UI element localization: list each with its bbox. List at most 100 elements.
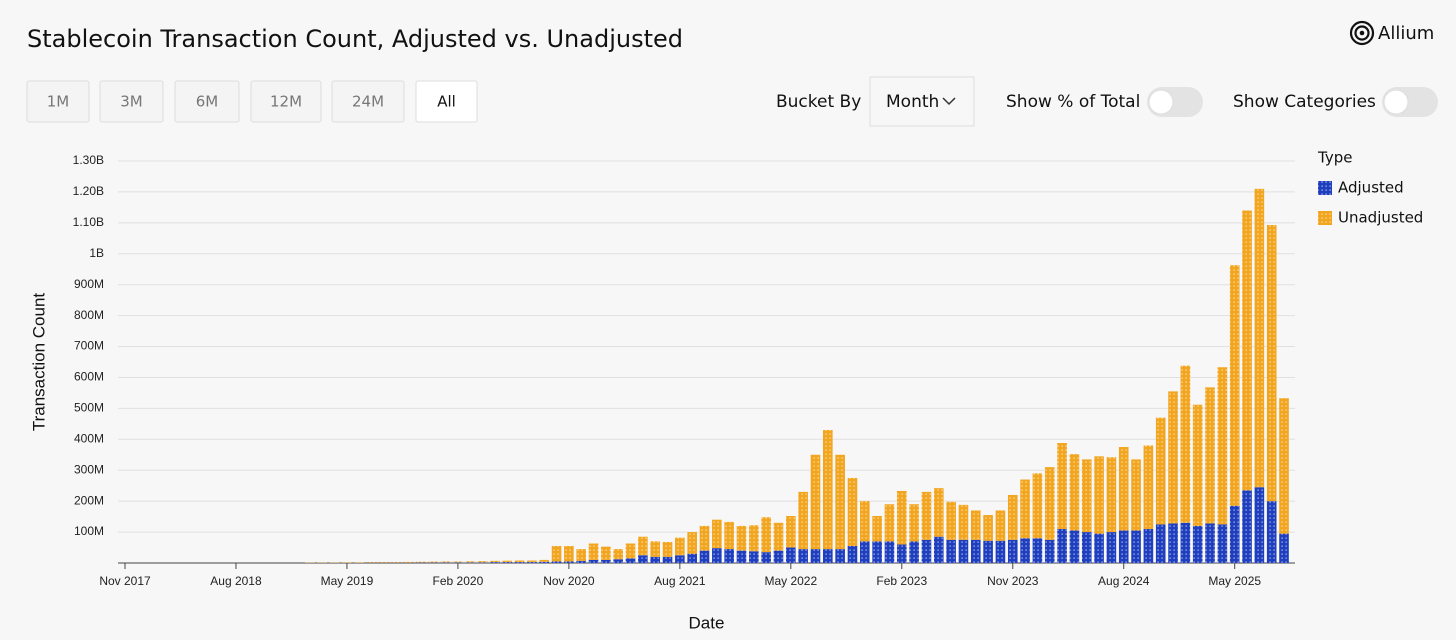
bar-segment bbox=[465, 561, 476, 563]
range-button-label[interactable]: 12M bbox=[270, 93, 302, 111]
bar-segment bbox=[551, 545, 562, 562]
range-button[interactable]: 12M bbox=[250, 80, 322, 123]
range-button[interactable]: 24M bbox=[331, 80, 405, 123]
bar-segment bbox=[970, 510, 981, 540]
bar-segment bbox=[1106, 532, 1117, 563]
bar-segment bbox=[860, 541, 870, 563]
bar-segment bbox=[1057, 443, 1067, 529]
y-tick-label: 300M bbox=[74, 462, 104, 476]
bar-segment bbox=[749, 525, 759, 552]
range-button[interactable]: 6M bbox=[174, 80, 240, 123]
range-button-label[interactable]: All bbox=[437, 93, 456, 111]
bar-segment bbox=[970, 539, 981, 563]
bar-segment bbox=[1044, 467, 1055, 540]
bar-segment bbox=[1266, 501, 1277, 563]
dropdown-bg[interactable] bbox=[869, 76, 975, 127]
bar-segment bbox=[786, 547, 796, 563]
y-tick-label: 700M bbox=[74, 339, 104, 353]
toggle-knob[interactable] bbox=[1148, 89, 1174, 115]
bar-segment bbox=[860, 501, 870, 542]
bar-segment bbox=[699, 525, 710, 551]
bar-segment bbox=[1192, 525, 1203, 563]
range-button-bg[interactable] bbox=[174, 80, 240, 123]
bar-segment bbox=[514, 562, 525, 563]
bar-segment bbox=[810, 549, 821, 563]
y-tick-label: 1B bbox=[89, 246, 104, 260]
toggle-switch[interactable] bbox=[1147, 87, 1203, 117]
bar-segment bbox=[1242, 210, 1252, 491]
bar-segment bbox=[625, 558, 636, 563]
bar-segment bbox=[1020, 479, 1030, 539]
bar-segment bbox=[1081, 532, 1092, 563]
y-tick-label: 1.20B bbox=[73, 184, 104, 198]
bar-segment bbox=[909, 541, 919, 563]
bar-segment bbox=[650, 556, 660, 563]
dropdown-value[interactable]: Month bbox=[886, 92, 939, 112]
legend-title: Type bbox=[1317, 149, 1352, 167]
bucket-dropdown[interactable]: Month bbox=[869, 76, 975, 127]
bar-segment bbox=[712, 548, 722, 563]
bar-segment bbox=[379, 562, 389, 563]
brand-name: Allium bbox=[1378, 23, 1434, 44]
y-tick-label: 900M bbox=[74, 277, 104, 291]
range-button-bg[interactable] bbox=[99, 80, 164, 123]
bar-segment bbox=[946, 539, 956, 563]
bar-segment bbox=[896, 490, 907, 545]
y-axis-title: Transaction Count bbox=[29, 293, 48, 432]
bar-segment bbox=[1106, 457, 1117, 533]
range-button[interactable]: 3M bbox=[99, 80, 164, 123]
x-tick-label: Aug 2018 bbox=[210, 574, 262, 588]
range-button-label[interactable]: 1M bbox=[47, 93, 70, 111]
bar-segment bbox=[477, 561, 488, 563]
range-button-label[interactable]: 6M bbox=[196, 93, 219, 111]
dropdown-chevron[interactable] bbox=[942, 97, 956, 106]
range-button[interactable]: All bbox=[415, 80, 478, 123]
toggle-knob[interactable] bbox=[1383, 89, 1409, 115]
x-tick-label: Aug 2024 bbox=[1098, 574, 1150, 588]
bar-segment bbox=[946, 501, 956, 540]
bar-segment bbox=[1229, 505, 1240, 563]
range-button-bg[interactable] bbox=[26, 80, 90, 123]
bar-segment bbox=[1180, 522, 1191, 563]
bar-segment bbox=[736, 525, 747, 551]
bar-segment bbox=[564, 561, 574, 563]
x-tick-label: Nov 2017 bbox=[99, 574, 151, 588]
bar-segment bbox=[502, 562, 513, 563]
bar-segment bbox=[1279, 533, 1289, 563]
bar-segment bbox=[502, 560, 513, 563]
x-tick-label: Feb 2020 bbox=[433, 574, 484, 588]
legend-swatch bbox=[1318, 181, 1332, 195]
range-button-bg[interactable] bbox=[331, 80, 405, 123]
range-button-label[interactable]: 3M bbox=[120, 93, 143, 111]
bar-segment bbox=[1069, 454, 1080, 531]
bar-segment bbox=[440, 562, 451, 563]
range-button-bg[interactable] bbox=[415, 80, 478, 123]
range-button-label[interactable]: 24M bbox=[352, 93, 384, 111]
bar-segment bbox=[514, 560, 525, 563]
x-axis-title: Date bbox=[689, 613, 725, 632]
bar-segment bbox=[724, 549, 734, 563]
bar-segment bbox=[662, 541, 673, 557]
bar-segment bbox=[1007, 494, 1018, 540]
bar-segment bbox=[835, 454, 845, 550]
bar-segment bbox=[1180, 365, 1191, 523]
bar-segment bbox=[1266, 225, 1277, 502]
bar-segment bbox=[1094, 533, 1104, 563]
bar-segment bbox=[933, 536, 944, 563]
bar-segment bbox=[909, 504, 919, 542]
bar-segment bbox=[1155, 417, 1166, 525]
toggle-switch[interactable] bbox=[1382, 87, 1438, 117]
legend-label: Adjusted bbox=[1338, 179, 1404, 197]
range-button-bg[interactable] bbox=[250, 80, 322, 123]
bar-segment bbox=[1217, 367, 1228, 525]
bar-segment bbox=[1279, 398, 1289, 534]
bar-segment bbox=[1020, 538, 1030, 563]
bar-segment bbox=[1057, 528, 1067, 563]
brand-logo bbox=[1349, 20, 1375, 46]
bar-segment bbox=[465, 562, 476, 563]
bar-segment bbox=[1131, 530, 1141, 563]
range-button[interactable]: 1M bbox=[26, 80, 90, 123]
bar-segment bbox=[675, 537, 685, 556]
bar-segment bbox=[613, 559, 623, 563]
bar-segment bbox=[712, 519, 722, 549]
